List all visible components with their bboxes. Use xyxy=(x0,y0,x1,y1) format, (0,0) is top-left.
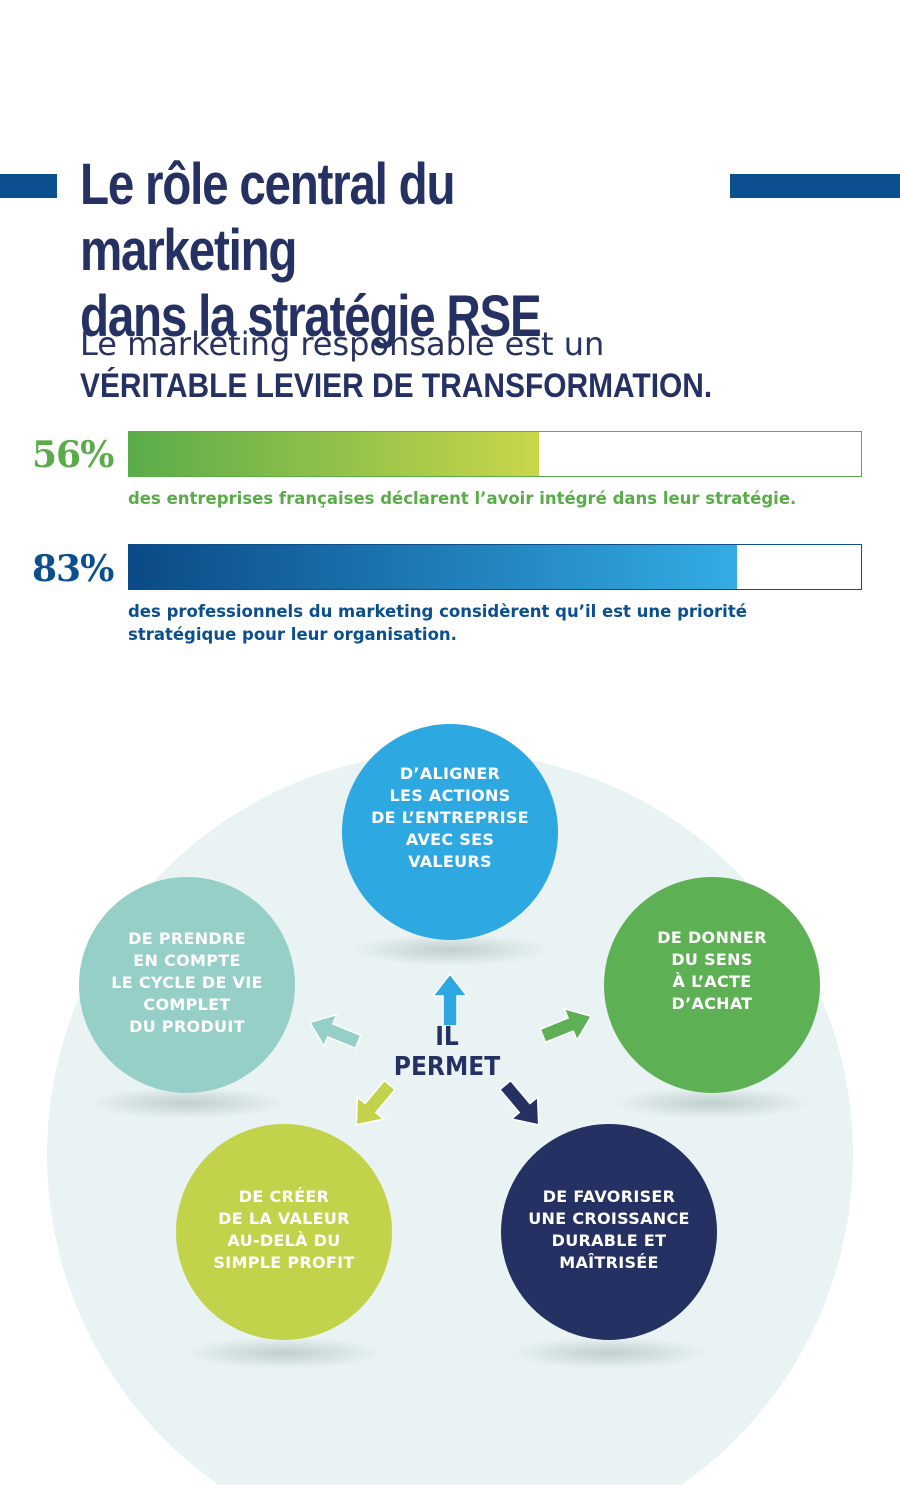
benefit-line: AVEC SES xyxy=(405,830,495,849)
circle-shadow xyxy=(184,1337,384,1369)
benefit-line: DE CRÉER xyxy=(238,1187,330,1206)
circle-shadow xyxy=(350,934,550,966)
benefit-line: LES ACTIONS xyxy=(389,786,511,805)
title-line-2: dans la stratégie RSE xyxy=(80,284,542,349)
benefit-line: DU SENS xyxy=(671,950,753,969)
benefit-line: DE L’ENTREPRISE xyxy=(371,808,529,827)
title-rule-right xyxy=(730,174,900,198)
benefit-text: DE FAVORISER UNE CROISSANCE DURABLE ET M… xyxy=(528,1186,689,1274)
benefit-line: UNE CROISSANCE xyxy=(528,1209,690,1228)
benefit-circle-create-value: DE CRÉER DE LA VALEUR AU-DELÀ DU SIMPLE … xyxy=(176,1124,392,1340)
arrow-up-icon xyxy=(431,972,469,1027)
benefit-line: SIMPLE PROFIT xyxy=(213,1253,355,1272)
arrow-left-icon xyxy=(308,1013,362,1050)
benefit-circle-give-meaning: DE DONNER DU SENS À L’ACTE D’ACHAT xyxy=(604,877,820,1093)
progress-bar-56 xyxy=(128,431,862,477)
progress-bar-fill-83 xyxy=(129,545,737,589)
diagram-center-label: IL PERMET xyxy=(393,1022,501,1082)
title-line-1: Le rôle central du marketing xyxy=(80,152,456,283)
arrow-right-icon xyxy=(539,1007,593,1044)
circle-shadow xyxy=(87,1087,287,1119)
benefit-line: COMPLET xyxy=(143,995,231,1014)
benefit-line: DE LA VALEUR xyxy=(218,1209,350,1228)
benefit-line: AU-DELÀ DU xyxy=(227,1231,341,1250)
benefit-line: DE PRENDRE xyxy=(128,929,246,948)
progress-bar-fill-56 xyxy=(129,432,539,476)
benefit-circle-product-lifecycle: DE PRENDRE EN COMPTE LE CYCLE DE VIE COM… xyxy=(79,877,295,1093)
stat-description-83-line-1: des professionnels du marketing considèr… xyxy=(128,602,747,621)
progress-bar-83 xyxy=(128,544,862,590)
benefit-line: DURABLE ET xyxy=(551,1231,667,1250)
benefit-line: LE CYCLE DE VIE xyxy=(111,973,263,992)
title-rule-left xyxy=(0,174,57,198)
stat-description-56: des entreprises françaises déclarent l’a… xyxy=(128,489,797,508)
benefit-text: DE DONNER DU SENS À L’ACTE D’ACHAT xyxy=(657,927,766,1015)
benefit-line: VALEURS xyxy=(408,852,492,871)
stat-description-83-line-2: stratégique pour leur organisation. xyxy=(128,625,457,644)
benefit-text: D’ALIGNER LES ACTIONS DE L’ENTREPRISE AV… xyxy=(371,763,529,873)
benefit-circle-align-values: D’ALIGNER LES ACTIONS DE L’ENTREPRISE AV… xyxy=(342,724,558,940)
intro-line-1: Le marketing responsable est un xyxy=(80,325,605,363)
stat-description-83: des professionnels du marketing considèr… xyxy=(128,600,868,646)
benefit-line: D’ACHAT xyxy=(671,994,753,1013)
circle-shadow xyxy=(509,1337,709,1369)
arrow-down-right-icon xyxy=(498,1079,540,1126)
intro-line-2: VÉRITABLE LEVIER DE TRANSFORMATION. xyxy=(80,367,713,405)
benefit-line: DU PRODUIT xyxy=(129,1017,245,1036)
circle-shadow xyxy=(612,1087,812,1119)
benefit-text: DE CRÉER DE LA VALEUR AU-DELÀ DU SIMPLE … xyxy=(213,1186,354,1274)
page-title: Le rôle central du marketing dans la str… xyxy=(80,152,605,350)
stat-percent-83: 83% xyxy=(32,548,114,590)
arrow-down-left-icon xyxy=(355,1079,397,1126)
benefit-line: MAÎTRISÉE xyxy=(559,1253,659,1272)
benefit-line: EN COMPTE xyxy=(133,951,241,970)
benefit-line: D’ALIGNER xyxy=(399,764,501,783)
benefit-line: DE FAVORISER xyxy=(542,1187,676,1206)
stat-percent-56: 56% xyxy=(32,434,114,476)
benefit-circle-sustainable-growth: DE FAVORISER UNE CROISSANCE DURABLE ET M… xyxy=(501,1124,717,1340)
benefit-line: À L’ACTE xyxy=(672,972,752,991)
benefit-line: DE DONNER xyxy=(657,928,767,947)
benefit-text: DE PRENDRE EN COMPTE LE CYCLE DE VIE COM… xyxy=(111,928,262,1038)
